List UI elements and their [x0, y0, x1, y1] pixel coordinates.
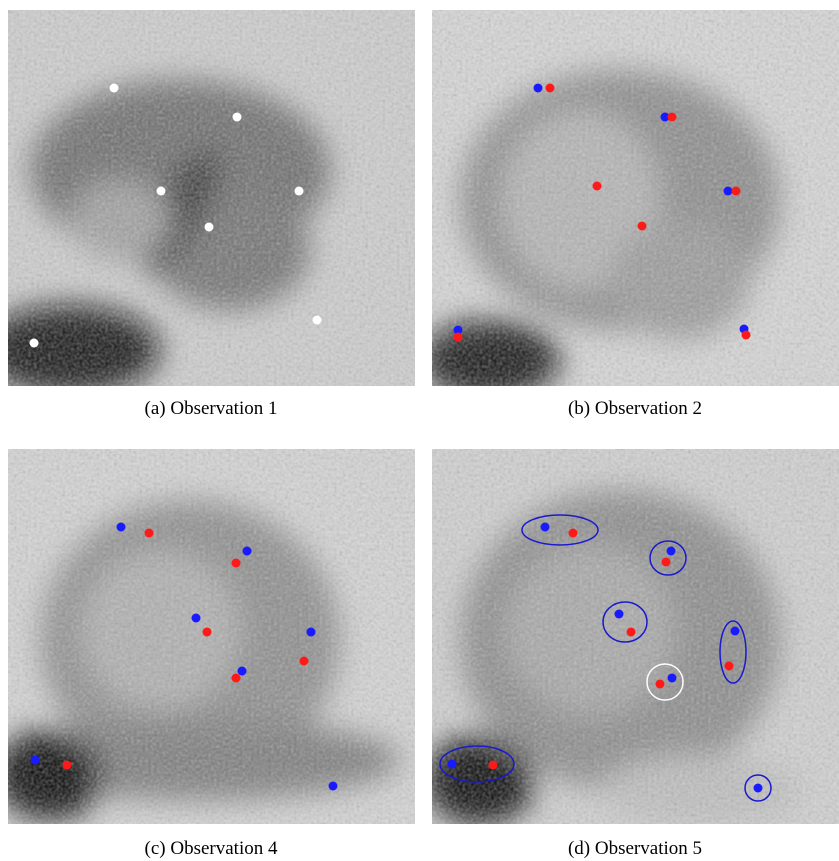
image-d — [432, 449, 839, 824]
caption: (a) Observation 1 — [145, 398, 278, 419]
image-c — [8, 449, 415, 824]
caption: (b) Observation 2 — [568, 398, 702, 419]
image-a — [8, 10, 415, 386]
caption: (d) Observation 5 — [568, 838, 702, 859]
caption: (c) Observation 4 — [145, 838, 278, 859]
image-b — [432, 10, 839, 386]
